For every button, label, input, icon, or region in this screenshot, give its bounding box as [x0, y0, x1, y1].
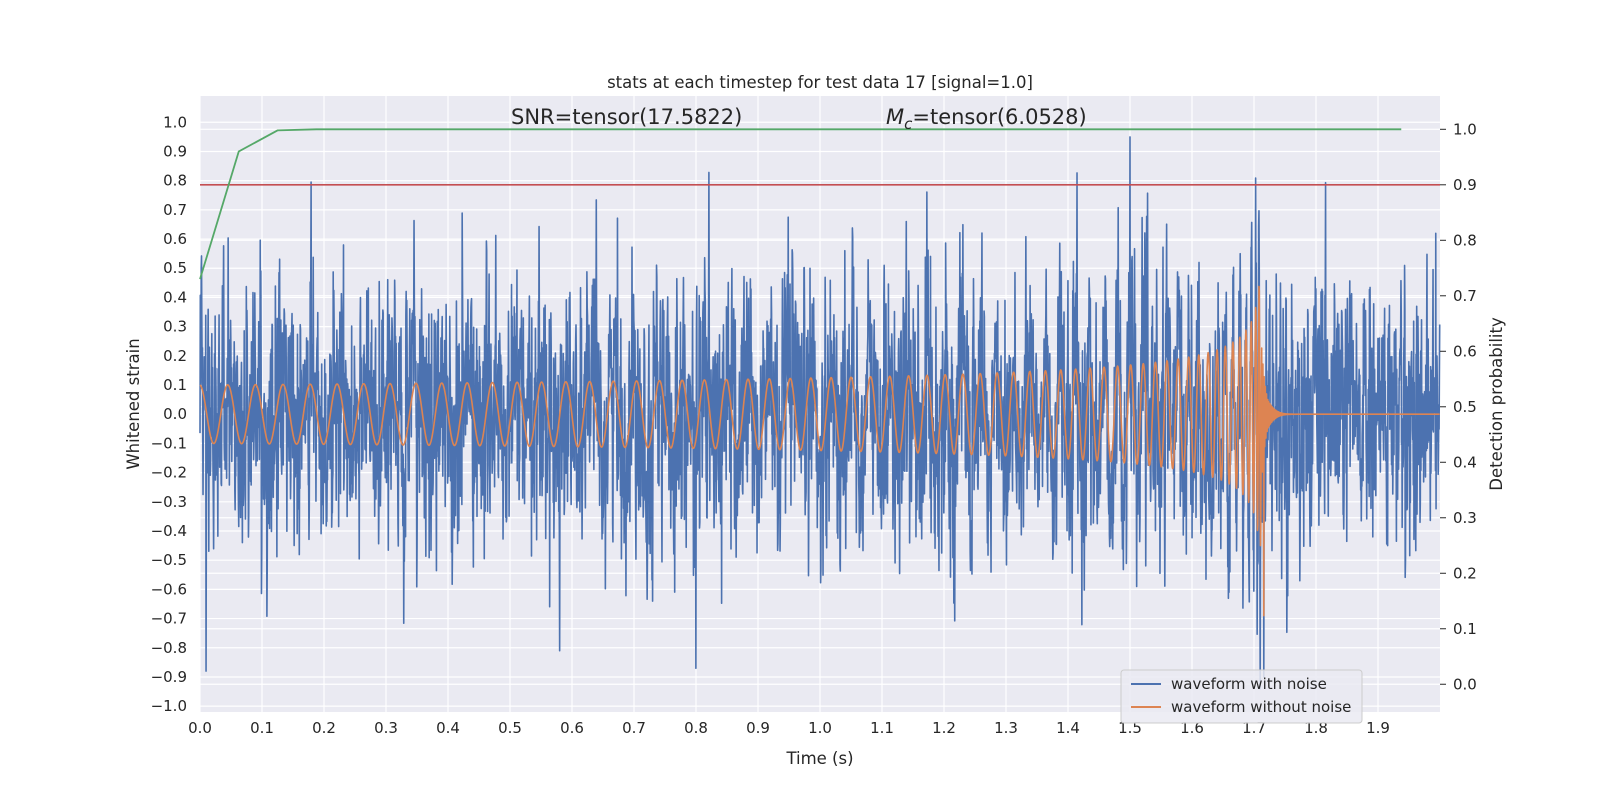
chirp-mass-value: =tensor(6.0528): [912, 105, 1086, 129]
y-axis-ticks: 1.0 0.9 0.8 0.7 0.6 0.5 0.4 0.3 0.2 0.1 0.0 −0.1 −0.…: [151, 113, 187, 715]
y-tick-label: 0.8: [163, 172, 187, 190]
legend: waveform with noise waveform without noi…: [1120, 669, 1363, 724]
y2-tick-label: 0.3: [1453, 509, 1477, 527]
y2-tick-label: 1.0: [1453, 120, 1477, 138]
x-tick-label: 0.6: [560, 719, 584, 737]
x-tick-label: 1.3: [994, 719, 1018, 737]
y-tick-label: −0.3: [151, 493, 187, 511]
y-tick-label: −0.8: [151, 639, 187, 657]
series-line-waveform-without-noise: [199, 285, 1441, 617]
y2-tick-label: 0.9: [1453, 176, 1477, 194]
x-tick-label: 0.4: [436, 719, 460, 737]
y-tick-label: 0.3: [163, 318, 187, 336]
y-tick-label: 0.6: [163, 230, 187, 248]
y-tick-label: 1.0: [163, 113, 187, 131]
x-tick-label: 0.1: [250, 719, 274, 737]
y-tick-label: −0.6: [151, 580, 187, 598]
y2-tick-label: 0.6: [1453, 342, 1477, 360]
y-tick-label: −1.0: [151, 697, 187, 715]
y2-tick-label: 0.5: [1453, 398, 1477, 416]
y-tick-label: −0.5: [151, 551, 187, 569]
y-tick-label: −0.4: [151, 522, 187, 540]
y2-tick-label: 0.7: [1453, 287, 1477, 305]
x-tick-label: 0.3: [374, 719, 398, 737]
x-tick-label: 1.1: [870, 719, 894, 737]
x-tick-label: 0.9: [746, 719, 770, 737]
x-axis-label: Time (s): [785, 749, 853, 768]
legend-label-clean: waveform without noise: [1171, 698, 1351, 716]
y-tick-label: 0.2: [163, 347, 187, 365]
y-tick-label: 0.0: [163, 405, 187, 423]
chirp-mass-subscript: c: [904, 115, 913, 133]
snr-annotation: SNR=tensor(17.5822): [511, 105, 742, 129]
legend-box: [1120, 669, 1363, 724]
y2-tick-label: 0.8: [1453, 231, 1477, 249]
x-tick-label: 1.2: [932, 719, 956, 737]
y-tick-label: −0.9: [151, 668, 187, 686]
y-tick-label: −0.1: [151, 434, 187, 452]
y2-tick-label: 0.1: [1453, 620, 1477, 638]
x-tick-label: 0.8: [684, 719, 708, 737]
chirp-mass-symbol: M: [886, 105, 904, 129]
chart-title: stats at each timestep for test data 17 …: [607, 73, 1033, 92]
series-layer: [199, 128, 1441, 690]
x-tick-label: 0.2: [312, 719, 336, 737]
x-tick-label: 0.5: [498, 719, 522, 737]
x-tick-label: 0.7: [622, 719, 646, 737]
y-tick-label: 0.7: [163, 201, 187, 219]
legend-label-noise: waveform with noise: [1171, 675, 1327, 693]
y-tick-label: 0.5: [163, 259, 187, 277]
y2-axis-ticks: 1.0 0.9 0.8 0.7 0.6 0.5 0.4 0.3 0.2 0.1 0.0: [1440, 120, 1477, 693]
y2-tick-label: 0.0: [1453, 675, 1477, 693]
chirp-mass-annotation: Mc=tensor(6.0528): [886, 105, 1087, 133]
y2-tick-label: 0.2: [1453, 564, 1477, 582]
y-tick-label: −0.2: [151, 464, 187, 482]
y2-tick-label: 0.4: [1453, 453, 1477, 471]
y-tick-label: 0.1: [163, 376, 187, 394]
y2-axis-label: Detection probability: [1487, 317, 1506, 491]
y-axis-label: Whitened strain: [124, 338, 143, 469]
y-tick-label: 0.4: [163, 288, 187, 306]
y-tick-label: 0.9: [163, 142, 187, 160]
y-tick-label: −0.7: [151, 610, 187, 628]
x-tick-label: 1.4: [1056, 719, 1080, 737]
x-tick-label: 1.0: [808, 719, 832, 737]
x-tick-label: 0.0: [188, 719, 212, 737]
x-tick-label: 1.9: [1366, 719, 1390, 737]
series-line-detection-probability: [199, 128, 1402, 280]
